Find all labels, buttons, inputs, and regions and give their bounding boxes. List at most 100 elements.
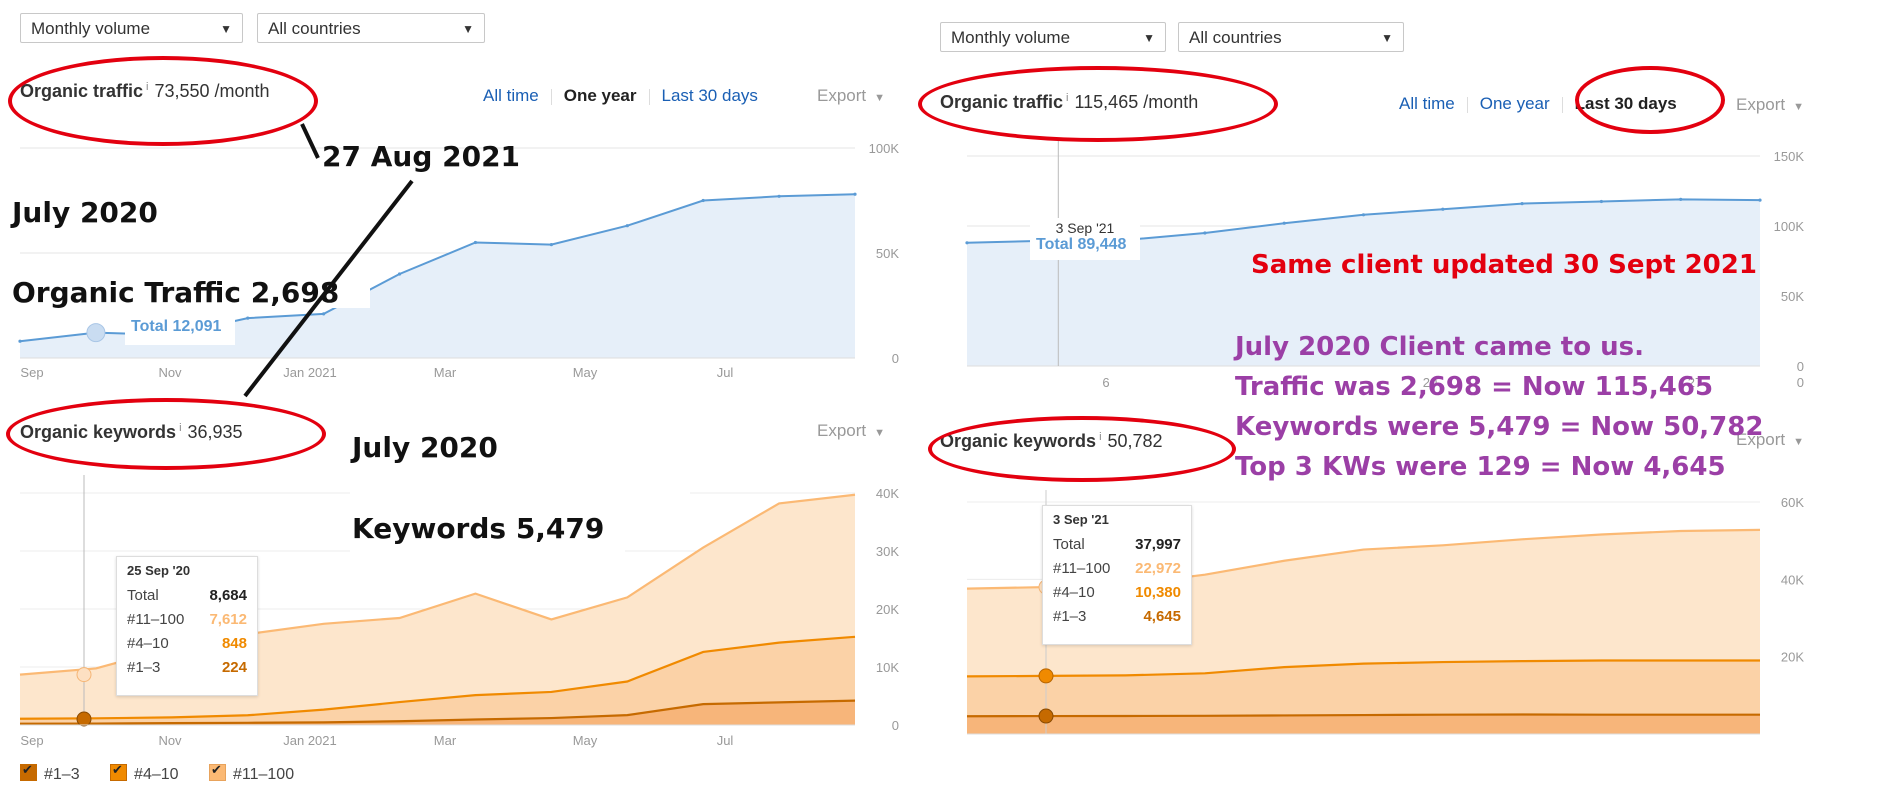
checkbox-icon[interactable] [110, 762, 128, 781]
hover-marker [76, 711, 92, 727]
traffic-range-tabs: All time One year Last 30 days [483, 86, 758, 106]
x-tick-label: Nov [158, 733, 182, 748]
tooltip-row-label: #1–3 [127, 659, 161, 676]
checkbox-icon[interactable] [209, 762, 226, 781]
traffic-area [967, 199, 1760, 366]
tooltip-row: #11–100 22,972 [1053, 557, 1181, 581]
y-tick-label: 50K [1781, 289, 1804, 304]
checkbox-icon[interactable] [20, 762, 37, 781]
tab-all-time[interactable]: All time [1399, 94, 1455, 113]
annotation-traffic-2698: Organic Traffic 2,698 [12, 276, 340, 309]
tooltip-row: #4–10 848 [127, 632, 247, 656]
annotation-date: 27 Aug 2021 [322, 140, 521, 173]
left-panel: Monthly volume ▼ All countries ▼ Organic… [0, 0, 910, 786]
traffic-tooltip-total: Total 89,448 [1036, 236, 1127, 253]
tab-last-30-days[interactable]: Last 30 days [661, 86, 758, 105]
volume-select[interactable]: Monthly volume ▼ [20, 13, 243, 43]
y-tick-label: 40K [876, 486, 899, 501]
tooltip-row-value: 848 [221, 635, 247, 652]
tooltip-row-label: #4–10 [127, 635, 169, 652]
tooltip-date: 3 Sep '21 [1053, 512, 1109, 527]
hover-marker [1038, 668, 1054, 684]
summary-line: Top 3 KWs were 129 = Now 4,645 [1235, 452, 1726, 482]
tab-one-year[interactable]: One year [1479, 94, 1550, 113]
tooltip-row-value: 8,684 [209, 587, 247, 604]
y-tick-label: 60K [1781, 495, 1804, 510]
legend-item-top11-100[interactable]: #11–100 [209, 762, 295, 784]
legend-label: #11–100 [233, 766, 295, 783]
tooltip-row-label: #11–100 [127, 611, 185, 628]
y-tick-label: 0 [1797, 375, 1804, 390]
x-tick-label: May [573, 733, 598, 748]
keywords-export-button[interactable]: Export ▼ [1736, 430, 1804, 450]
x-tick-label: 27 [1688, 375, 1702, 390]
export-label: Export [1736, 430, 1786, 449]
tab-divider [1561, 96, 1563, 113]
chevron-down-icon: ▼ [874, 92, 886, 104]
x-tick-label: 20 [1423, 375, 1437, 390]
y-tick-label: 100K [1774, 219, 1805, 234]
tooltip-row-value: 22,972 [1135, 560, 1181, 577]
traffic-export-button[interactable]: Export ▼ [1736, 95, 1804, 115]
traffic-point [625, 224, 629, 228]
keywords-legend: #1–3 #4–10 #11–100 [20, 762, 320, 784]
x-tick-label: Sep [20, 733, 43, 748]
highlight-ellipse [928, 416, 1236, 482]
x-tick-label: Jul [717, 365, 734, 380]
keywords-export-button[interactable]: Export ▼ [817, 421, 885, 441]
traffic-point [1599, 199, 1603, 204]
country-select[interactable]: All countries ▼ [257, 13, 485, 43]
x-tick-label: Nov [158, 365, 182, 380]
volume-select-value: Monthly volume [951, 28, 1071, 47]
volume-select[interactable]: Monthly volume ▼ [940, 22, 1166, 52]
traffic-export-button[interactable]: Export ▼ [817, 86, 885, 106]
traffic-area [20, 194, 855, 358]
traffic-tooltip-total: Total 12,091 [131, 318, 222, 335]
traffic-point [473, 240, 478, 245]
y-tick-label: 20K [1781, 650, 1804, 665]
hover-marker [1038, 708, 1054, 724]
y-tick-label: 0 [892, 351, 899, 366]
traffic-point [18, 339, 22, 343]
y-tick-label: 20K [876, 602, 899, 617]
y-tick-label: 40K [1781, 572, 1804, 587]
country-select[interactable]: All countries ▼ [1178, 22, 1404, 52]
tooltip-row-label: #11–100 [1053, 560, 1111, 577]
right-panel: Monthly volume ▼ All countries ▼ Organic… [910, 0, 1890, 786]
export-label: Export [1736, 95, 1786, 114]
traffic-point [1758, 198, 1762, 202]
y-tick-label: 10K [876, 660, 899, 675]
hover-marker [76, 667, 92, 683]
tooltip-row-label: #4–10 [1053, 584, 1095, 601]
chevron-down-icon: ▼ [1143, 31, 1155, 45]
legend-item-top4-10[interactable]: #4–10 [110, 762, 179, 784]
traffic-tooltip-date: 3 Sep '21 [1055, 220, 1115, 236]
summary-line: July 2020 Client came to us. [1235, 332, 1644, 362]
x-tick-label: Jan 2021 [283, 733, 337, 748]
traffic-point [1282, 221, 1286, 225]
tooltip-row-value: 4,645 [1143, 608, 1181, 625]
tooltip-row-value: 224 [221, 659, 247, 676]
summary-line: Keywords were 5,479 = Now 50,782 [1235, 412, 1764, 442]
highlight-ellipse [8, 56, 318, 146]
export-label: Export [817, 86, 867, 105]
traffic-point [965, 241, 969, 245]
right-traffic-chart: 0 50K 100K 150K 6 20 27 0 [965, 140, 1805, 390]
tab-one-year[interactable]: One year [563, 86, 637, 105]
tooltip-row: #1–3 4,645 [1053, 605, 1181, 629]
keywords-area-0 [967, 714, 1760, 734]
x-tick-label: Mar [434, 733, 457, 748]
tab-all-time[interactable]: All time [483, 86, 539, 105]
y-tick-label: 30K [876, 544, 899, 559]
traffic-point [1203, 231, 1207, 235]
tooltip-row: Total 8,684 [127, 584, 247, 608]
annotation-july-2020: July 2020 [12, 196, 158, 229]
legend-item-top3[interactable]: #1–3 [20, 762, 80, 784]
legend-label: #4–10 [134, 766, 179, 783]
summary-line: Traffic was 2,698 = Now 115,465 [1235, 372, 1714, 402]
x-tick-label: Jul [717, 733, 734, 748]
traffic-point [701, 198, 705, 203]
traffic-point [1679, 197, 1683, 201]
annotation-july-2020: July 2020 [352, 431, 498, 464]
traffic-point [853, 192, 857, 196]
